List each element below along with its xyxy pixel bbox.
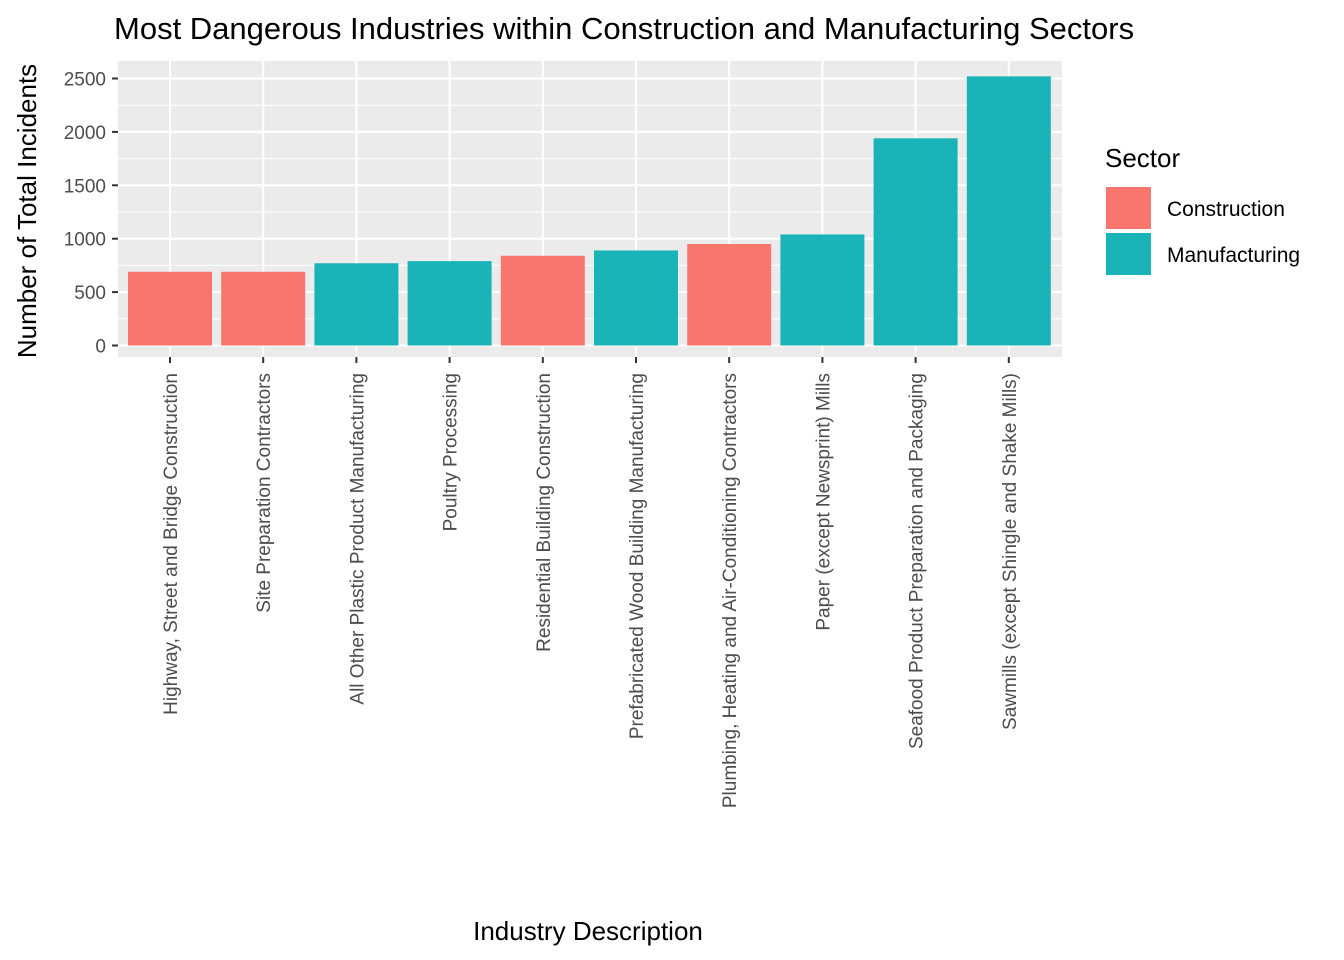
- x-tick-label: Residential Building Construction: [534, 373, 555, 652]
- chart-title: Most Dangerous Industries within Constru…: [114, 11, 1134, 46]
- bar: [966, 76, 1051, 346]
- x-tick-label: Poultry Processing: [441, 373, 462, 531]
- x-axis-title: Industry Description: [473, 916, 703, 946]
- y-tick-label: 500: [74, 283, 106, 304]
- y-tick-label: 1500: [64, 176, 106, 197]
- x-tick-label: Paper (except Newsprint) Mills: [813, 373, 834, 631]
- x-tick-label: Plumbing, Heating and Air-Conditioning C…: [720, 373, 741, 808]
- bar: [314, 263, 399, 346]
- legend-label: Manufacturing: [1167, 244, 1300, 267]
- legend-key: [1106, 187, 1151, 229]
- x-axis: Highway, Street and Bridge Construction S…: [161, 357, 1021, 808]
- y-tick-label: 0: [95, 337, 106, 358]
- legend: Sector Construction Manufacturing: [1105, 143, 1300, 275]
- bar: [780, 234, 865, 346]
- x-tick-label: All Other Plastic Product Manufacturing: [347, 373, 368, 705]
- bar: [873, 138, 958, 346]
- legend-title: Sector: [1105, 143, 1180, 173]
- legend-key: [1106, 233, 1151, 275]
- bar: [221, 271, 306, 346]
- legend-label: Construction: [1167, 198, 1285, 221]
- y-tick-label: 1000: [64, 230, 106, 251]
- x-tick-label: Highway, Street and Bridge Construction: [161, 373, 182, 715]
- bar: [407, 261, 492, 346]
- y-axis: 0 500 1000 1500 2000 2500: [64, 70, 118, 358]
- bar: [594, 250, 678, 346]
- x-tick-label: Site Preparation Contractors: [254, 373, 275, 613]
- y-tick-label: 2500: [64, 70, 106, 91]
- x-tick-label: Prefabricated Wood Building Manufacturin…: [627, 373, 648, 739]
- y-tick-label: 2000: [64, 123, 106, 144]
- x-tick-label: Sawmills (except Shingle and Shake Mills…: [1000, 373, 1021, 730]
- bar: [128, 271, 212, 346]
- y-axis-title: Number of Total Incidents: [12, 64, 42, 358]
- bar: [500, 255, 585, 346]
- bar: [687, 244, 772, 346]
- x-tick-label: Seafood Product Preparation and Packagin…: [907, 373, 928, 749]
- bars: [128, 76, 1051, 346]
